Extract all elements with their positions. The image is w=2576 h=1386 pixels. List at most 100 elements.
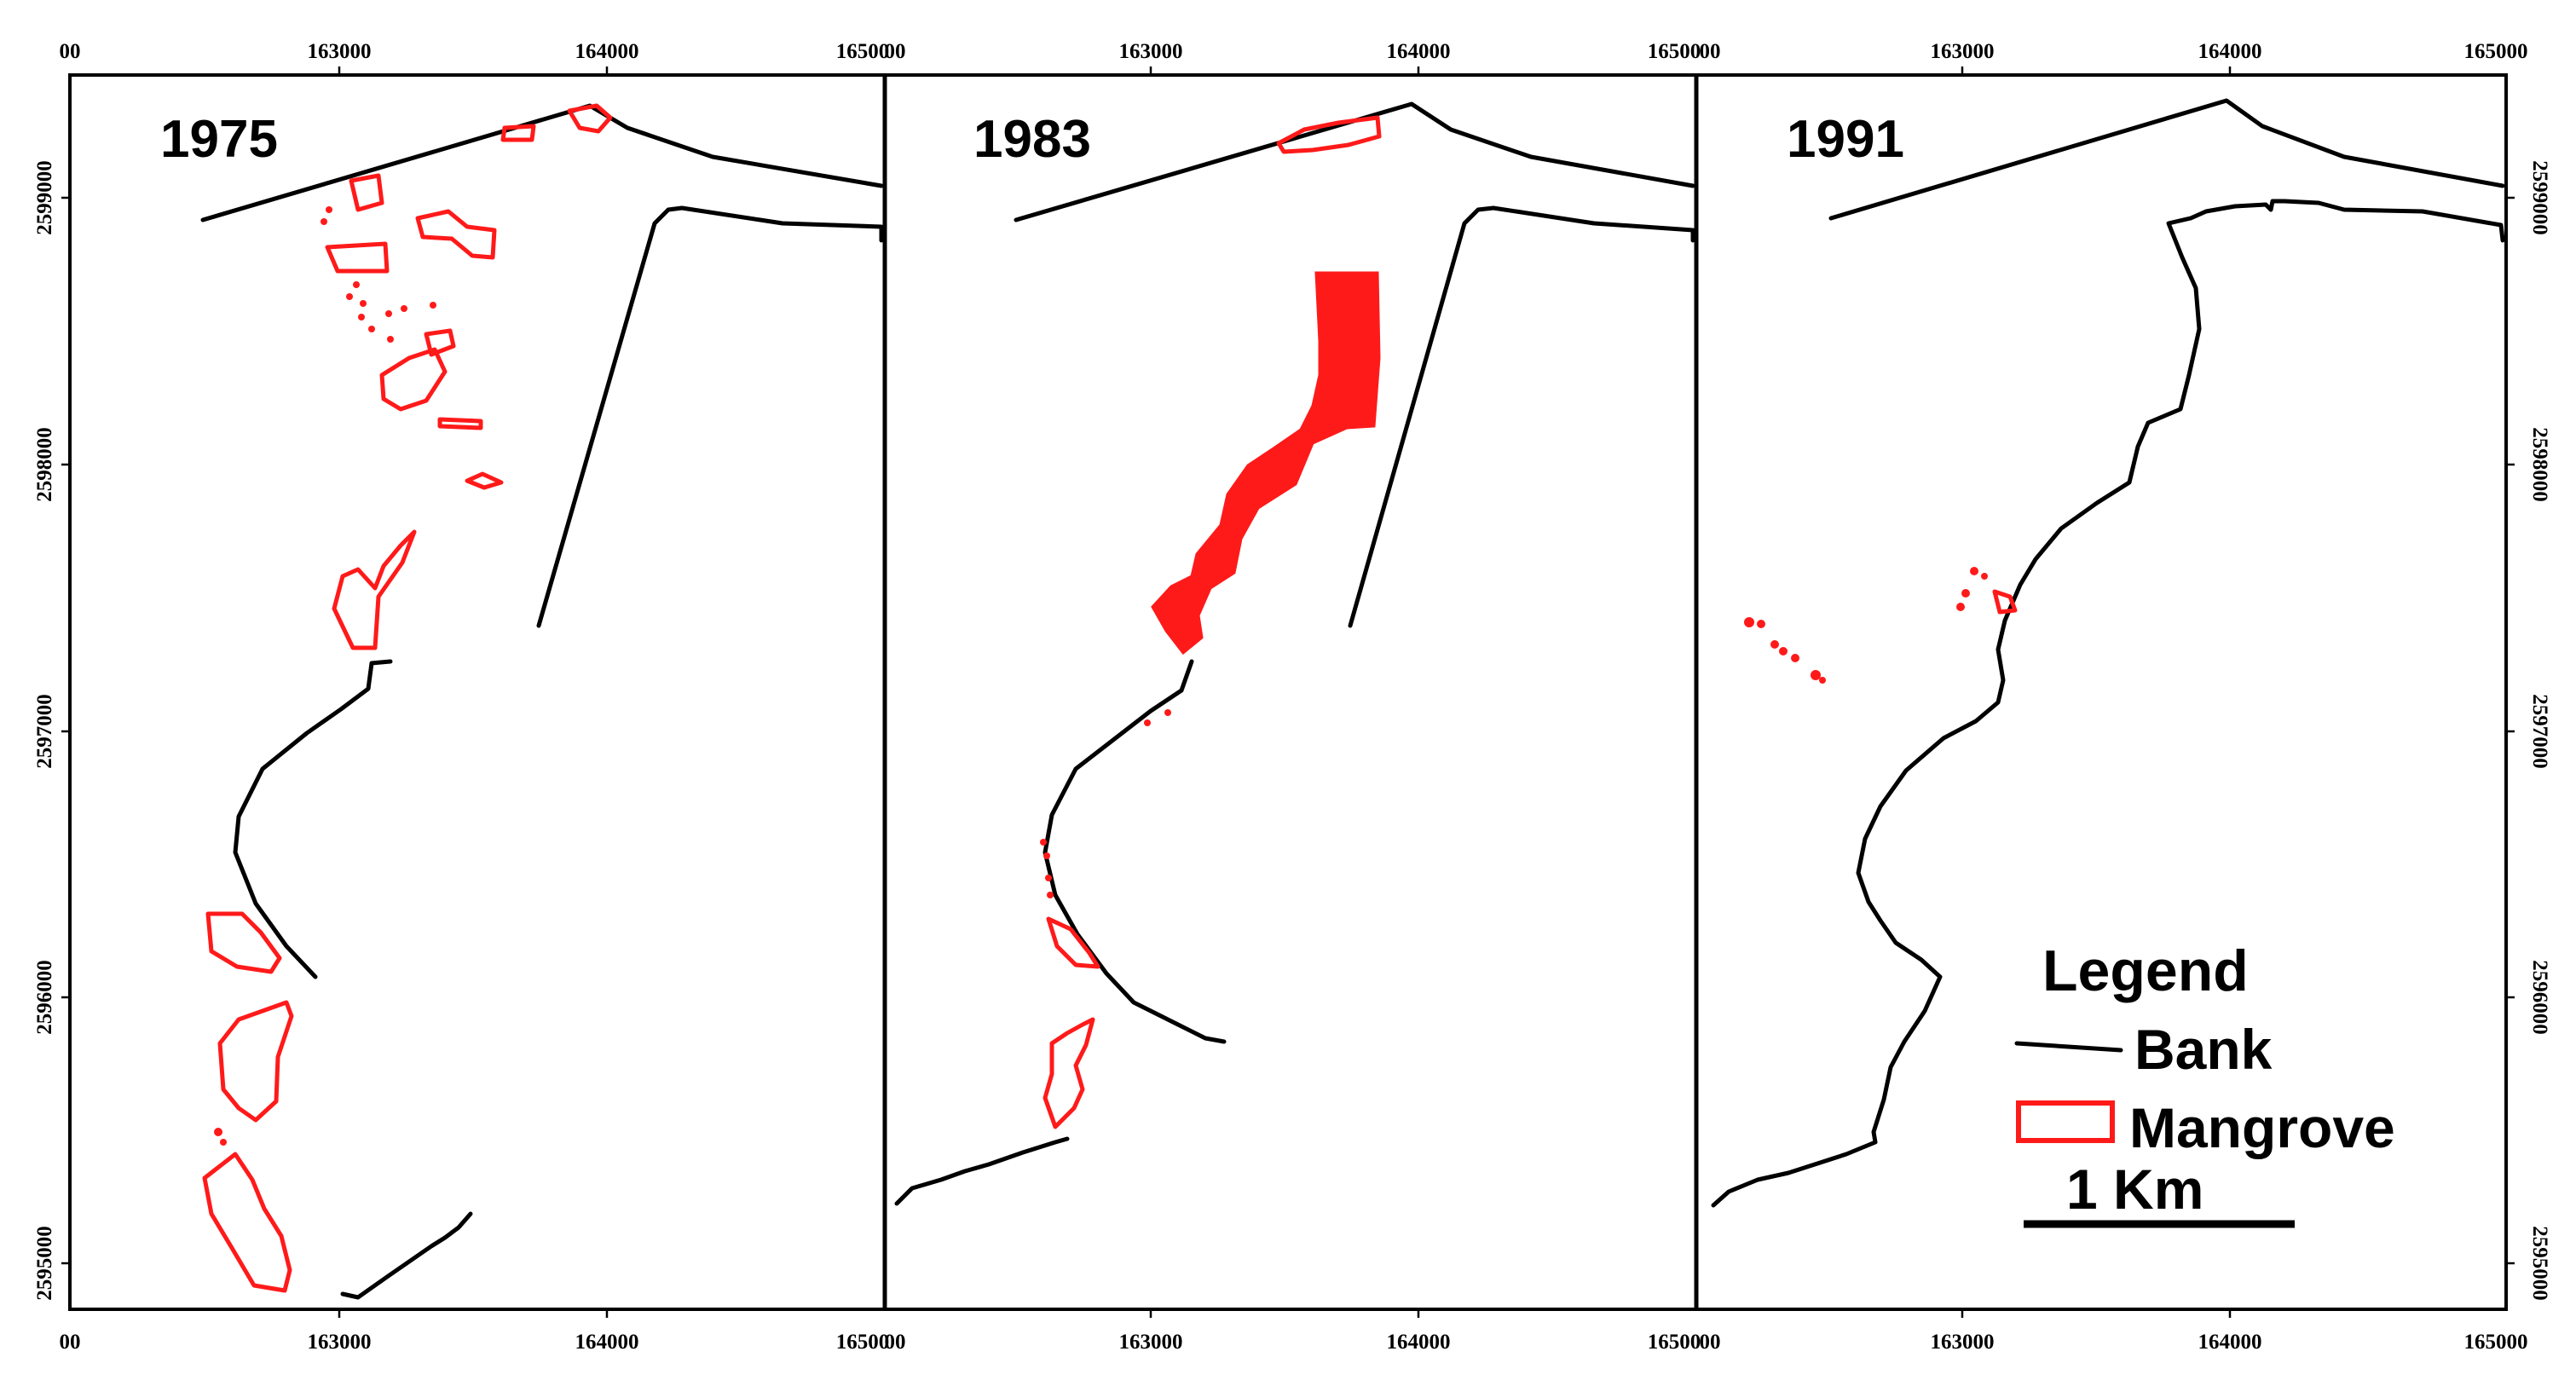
legend-bank-label: Bank: [2134, 1018, 2273, 1081]
mangrove-dot: [1043, 852, 1050, 859]
y-tick-label: 2598000: [33, 427, 56, 502]
mangrove-patch: [415, 209, 497, 260]
bank-line: [1828, 98, 2505, 221]
x-tick-label: 163000: [1119, 1331, 1183, 1354]
map-frame: [68, 73, 2508, 1311]
mangrove-dot: [1164, 709, 1171, 716]
y-tick-label: 2598000: [2528, 427, 2551, 502]
mangrove-patch: [349, 173, 384, 212]
mangrove-patch: [1151, 271, 1381, 655]
y-tick-label: 2599000: [2528, 160, 2551, 235]
mangrove-dot: [1791, 654, 1799, 662]
mangrove-dot: [1970, 567, 1978, 575]
mangrove-dot: [401, 305, 407, 312]
legend: Legend Bank Mangrove 1 Km: [2014, 938, 2395, 1228]
mangrove-dot: [385, 310, 392, 317]
mangrove-dot: [1779, 647, 1788, 655]
x-tick-label: 163000: [1931, 40, 1995, 63]
x-tick-label: 164000: [575, 40, 639, 63]
y-tick-label: 2595000: [33, 1226, 56, 1301]
mangrove-patch: [379, 347, 448, 412]
mangrove-dot: [1819, 677, 1826, 684]
x-tick-label: 163000: [308, 40, 372, 63]
bank-line: [1043, 659, 1227, 1044]
mangrove-dot: [1144, 719, 1151, 726]
year-label: 1983: [973, 110, 1091, 169]
x-tick-label: 164000: [2198, 1331, 2262, 1354]
mangrove-dot: [1981, 573, 1988, 580]
mangrove-patch: [217, 1000, 294, 1123]
edge-tick-label: 00: [885, 40, 906, 63]
mangrove-dot: [360, 300, 367, 307]
x-tick-label: 163000: [308, 1331, 372, 1354]
mangrove-dot: [358, 314, 365, 321]
panel-1991: 1991 Legend Bank Mangrove 1 Km: [1711, 98, 2505, 1228]
mangrove-dot: [353, 281, 360, 288]
panel-1975: 1975: [160, 103, 884, 1300]
mangrove-patch: [424, 328, 456, 357]
bank-line: [233, 659, 393, 979]
bank-line: [1348, 205, 1695, 628]
left-axis-labels: 2599000 2598000 2597000 2596000 2595000: [33, 160, 56, 1301]
mangrove-patch: [567, 103, 613, 134]
mangrove-patch: [205, 911, 282, 974]
mangrove-patch: [1043, 1017, 1095, 1129]
x-tick-label: 164000: [2198, 40, 2262, 63]
bank-line: [340, 1211, 473, 1300]
mangrove-dot: [321, 218, 327, 225]
mangrove-patch: [465, 471, 504, 490]
mangrove-dot: [1770, 640, 1779, 649]
edge-tick-label: 00: [1700, 40, 1721, 63]
x-tick-label: 164000: [575, 1331, 639, 1354]
mangrove-patch: [500, 124, 536, 142]
edge-tick-label: 16500: [836, 1331, 890, 1354]
bank-line: [200, 103, 884, 222]
y-tick-label: 2596000: [33, 960, 56, 1035]
axis-ticks: [61, 66, 2515, 1318]
edge-tick-label: 16500: [1648, 40, 1701, 63]
x-tick-label: 163000: [1119, 40, 1183, 63]
legend-mangrove-swatch: [2016, 1100, 2115, 1143]
mangrove-dot: [346, 293, 353, 300]
mangrove-dot: [1744, 617, 1754, 627]
y-tick-label: 2596000: [2528, 960, 2551, 1035]
mangrove-patch: [202, 1152, 292, 1293]
mangrove-dot: [326, 206, 332, 213]
bank-line: [536, 205, 884, 628]
edge-tick-label: 00: [885, 1331, 906, 1354]
mangrove-patch: [1046, 916, 1100, 969]
top-axis-labels: 00 163000 164000 16500 00 163000 164000 …: [60, 40, 2528, 63]
mangrove-patch: [437, 417, 483, 430]
panel-1983: 1983: [894, 101, 1695, 1206]
bank-line: [894, 1136, 1070, 1206]
scale-bar-label: 1 Km: [2066, 1158, 2203, 1221]
mangrove-dot: [1811, 670, 1821, 680]
edge-tick-label: 16500: [1648, 1331, 1701, 1354]
edge-tick-label: 00: [60, 1331, 81, 1354]
x-tick-label: 164000: [1387, 40, 1451, 63]
edge-tick-label: 165000: [2464, 1331, 2528, 1354]
mangrove-dot: [368, 326, 375, 332]
legend-title: Legend: [2042, 938, 2249, 1003]
x-tick-label: 163000: [1931, 1331, 1995, 1354]
mangrove-dot: [214, 1128, 222, 1136]
mangrove-patch: [1992, 589, 2018, 615]
year-label: 1991: [1787, 110, 1904, 169]
mangrove-dot: [1956, 603, 1965, 611]
legend-bank-swatch: [2014, 1041, 2123, 1053]
mangrove-patch: [1276, 115, 1382, 154]
right-axis-labels: 2599000 2598000 2597000 2596000 2595000: [2528, 160, 2551, 1301]
bank-line: [1711, 199, 2505, 1208]
mangrove-dot: [1047, 892, 1054, 898]
edge-tick-label: 165000: [2464, 40, 2528, 63]
y-tick-label: 2595000: [2528, 1226, 2551, 1301]
y-tick-label: 2599000: [33, 160, 56, 235]
mangrove-patch: [332, 529, 417, 650]
mangrove-dot: [1045, 875, 1052, 881]
mangrove-dot: [1040, 839, 1047, 846]
x-tick-label: 164000: [1387, 1331, 1451, 1354]
mangrove-dot: [1757, 620, 1765, 628]
edge-tick-label: 00: [60, 40, 81, 63]
y-tick-label: 2597000: [33, 694, 56, 769]
